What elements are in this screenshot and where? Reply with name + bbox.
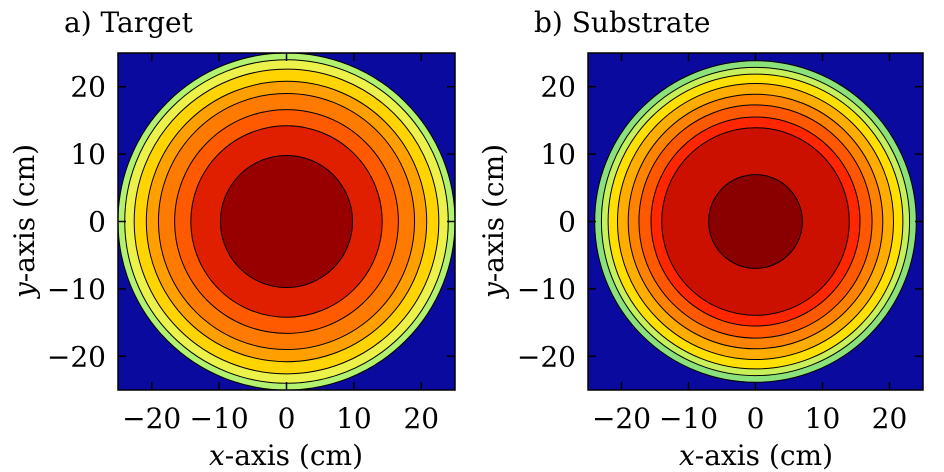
- x-axis-label-text: -axis (cm): [225, 439, 363, 472]
- y-axis-variable: y: [8, 281, 41, 300]
- y-axis-label-target: y-axis (cm): [8, 144, 41, 300]
- plot-area-substrate: [587, 52, 924, 391]
- y-tick-label: −10: [517, 273, 576, 306]
- contour-band-8: [219, 154, 354, 289]
- x-tick-label: −20: [122, 402, 181, 435]
- x-axis-variable: x: [209, 439, 225, 472]
- x-tick-label: 10: [336, 402, 372, 435]
- y-tick-label: −20: [517, 340, 576, 373]
- tick-labels-target: −20 −10 0 10 20 −20 −10 0 10 20: [47, 71, 439, 435]
- x-tick-label: −10: [190, 402, 249, 435]
- y-axis-variable: y: [477, 281, 510, 300]
- x-tick-label: 20: [872, 402, 908, 435]
- x-tick-label: −10: [659, 402, 718, 435]
- contour-band-9: [708, 174, 803, 269]
- x-tick-label: 0: [278, 402, 296, 435]
- y-axis-label-substrate: y-axis (cm): [477, 144, 510, 300]
- y-tick-label: 20: [70, 71, 106, 104]
- panel-title-substrate: b) Substrate: [534, 6, 710, 39]
- y-tick-label: −10: [47, 273, 106, 306]
- x-tick-label: 0: [747, 402, 765, 435]
- y-tick-label: 10: [70, 138, 106, 171]
- y-tick-label: 0: [88, 206, 106, 239]
- x-axis-label-text: -axis (cm): [695, 439, 833, 472]
- y-axis-label-text: -axis (cm): [477, 144, 510, 282]
- x-axis-variable: x: [679, 439, 695, 472]
- y-tick-label: 0: [558, 206, 576, 239]
- y-tick-label: −20: [47, 340, 106, 373]
- x-axis-label-substrate: x-axis (cm): [679, 439, 833, 472]
- y-tick-label: 10: [540, 138, 576, 171]
- plot-area-target: [117, 52, 456, 391]
- x-tick-label: 10: [805, 402, 841, 435]
- x-tick-label: −20: [592, 402, 651, 435]
- panel-title-target: a) Target: [64, 6, 194, 39]
- y-tick-label: 20: [540, 71, 576, 104]
- y-axis-label-text: -axis (cm): [8, 144, 41, 282]
- x-tick-label: 20: [403, 402, 439, 435]
- x-axis-label-target: x-axis (cm): [209, 439, 363, 472]
